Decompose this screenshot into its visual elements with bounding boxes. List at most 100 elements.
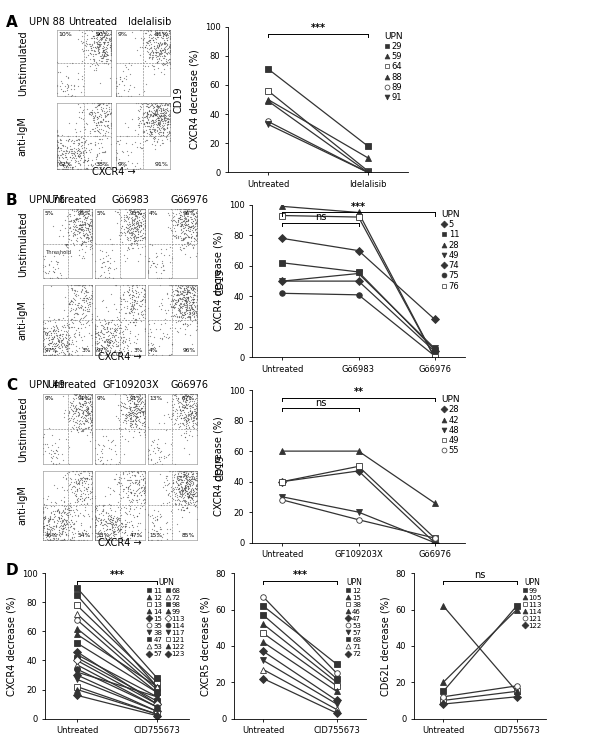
Point [66,215,76,227]
Point [152,28,161,40]
Point [76,163,86,175]
Point [119,483,128,495]
Point [164,24,174,36]
Point [162,57,172,69]
Point [156,31,166,43]
Point [151,457,160,469]
Point [84,225,94,237]
Point [165,45,175,57]
Point [192,388,202,400]
Point [90,140,100,152]
Point [185,391,195,403]
Point [49,508,58,520]
Point [74,137,84,149]
Point [45,349,55,361]
Point [139,465,148,477]
Point [76,205,86,217]
Point [157,332,167,344]
Point [92,310,102,322]
Point [178,390,188,402]
Point [131,314,140,326]
Point [95,527,104,539]
Point [175,403,185,415]
Point [88,280,97,292]
Point [42,519,52,531]
Point [153,527,163,539]
Point [187,465,196,477]
Point [112,513,122,525]
Point [83,223,92,235]
Point [64,332,74,344]
Text: D: D [6,563,19,578]
Point [85,107,94,119]
Point [76,472,86,484]
Point [158,58,167,69]
Point [52,87,62,99]
Point [119,388,129,400]
Point [125,412,135,424]
Point [182,305,192,317]
Point [140,480,149,492]
Point [126,474,136,486]
Point [74,143,83,155]
Point [165,97,175,109]
Point [98,257,107,269]
Point [108,349,118,361]
Point [133,414,142,426]
Point [52,271,61,283]
Point [143,534,152,546]
Point [152,56,162,68]
Point [62,343,72,355]
Point [133,466,142,478]
Point [80,39,89,51]
Point [66,403,76,415]
Point [129,302,139,314]
Point [106,127,116,139]
Point [65,216,74,228]
Point [121,295,130,307]
Point [191,324,200,336]
Point [91,341,100,353]
Point [143,444,152,456]
Point [62,140,71,152]
Point [86,24,95,36]
Point [78,308,88,320]
Point [94,499,104,511]
Point [139,497,148,509]
Point [70,476,79,488]
Point [74,415,84,427]
Point [149,40,159,52]
Point [66,313,76,325]
Point [133,465,143,477]
Point [161,109,170,121]
Point [71,130,80,142]
Point [173,295,182,307]
Point [79,213,89,225]
Point [131,279,140,291]
Point [187,420,197,432]
Point [38,303,48,314]
Point [128,521,137,533]
Point [83,229,93,241]
Point [181,394,190,406]
Point [140,203,149,215]
Point [127,298,137,310]
Point [80,524,89,536]
Point [79,408,88,420]
Point [145,24,155,36]
Point [100,314,109,326]
Point [161,44,170,56]
Point [149,123,159,135]
Point [52,136,62,148]
Point [112,524,122,536]
Point [81,40,91,52]
Point [140,41,149,53]
Point [88,403,97,415]
Point [145,24,155,36]
Point [174,485,184,497]
Text: CD19: CD19 [216,454,226,480]
Point [135,217,145,229]
Point [62,336,71,348]
Point [181,469,190,481]
Point [139,111,149,123]
